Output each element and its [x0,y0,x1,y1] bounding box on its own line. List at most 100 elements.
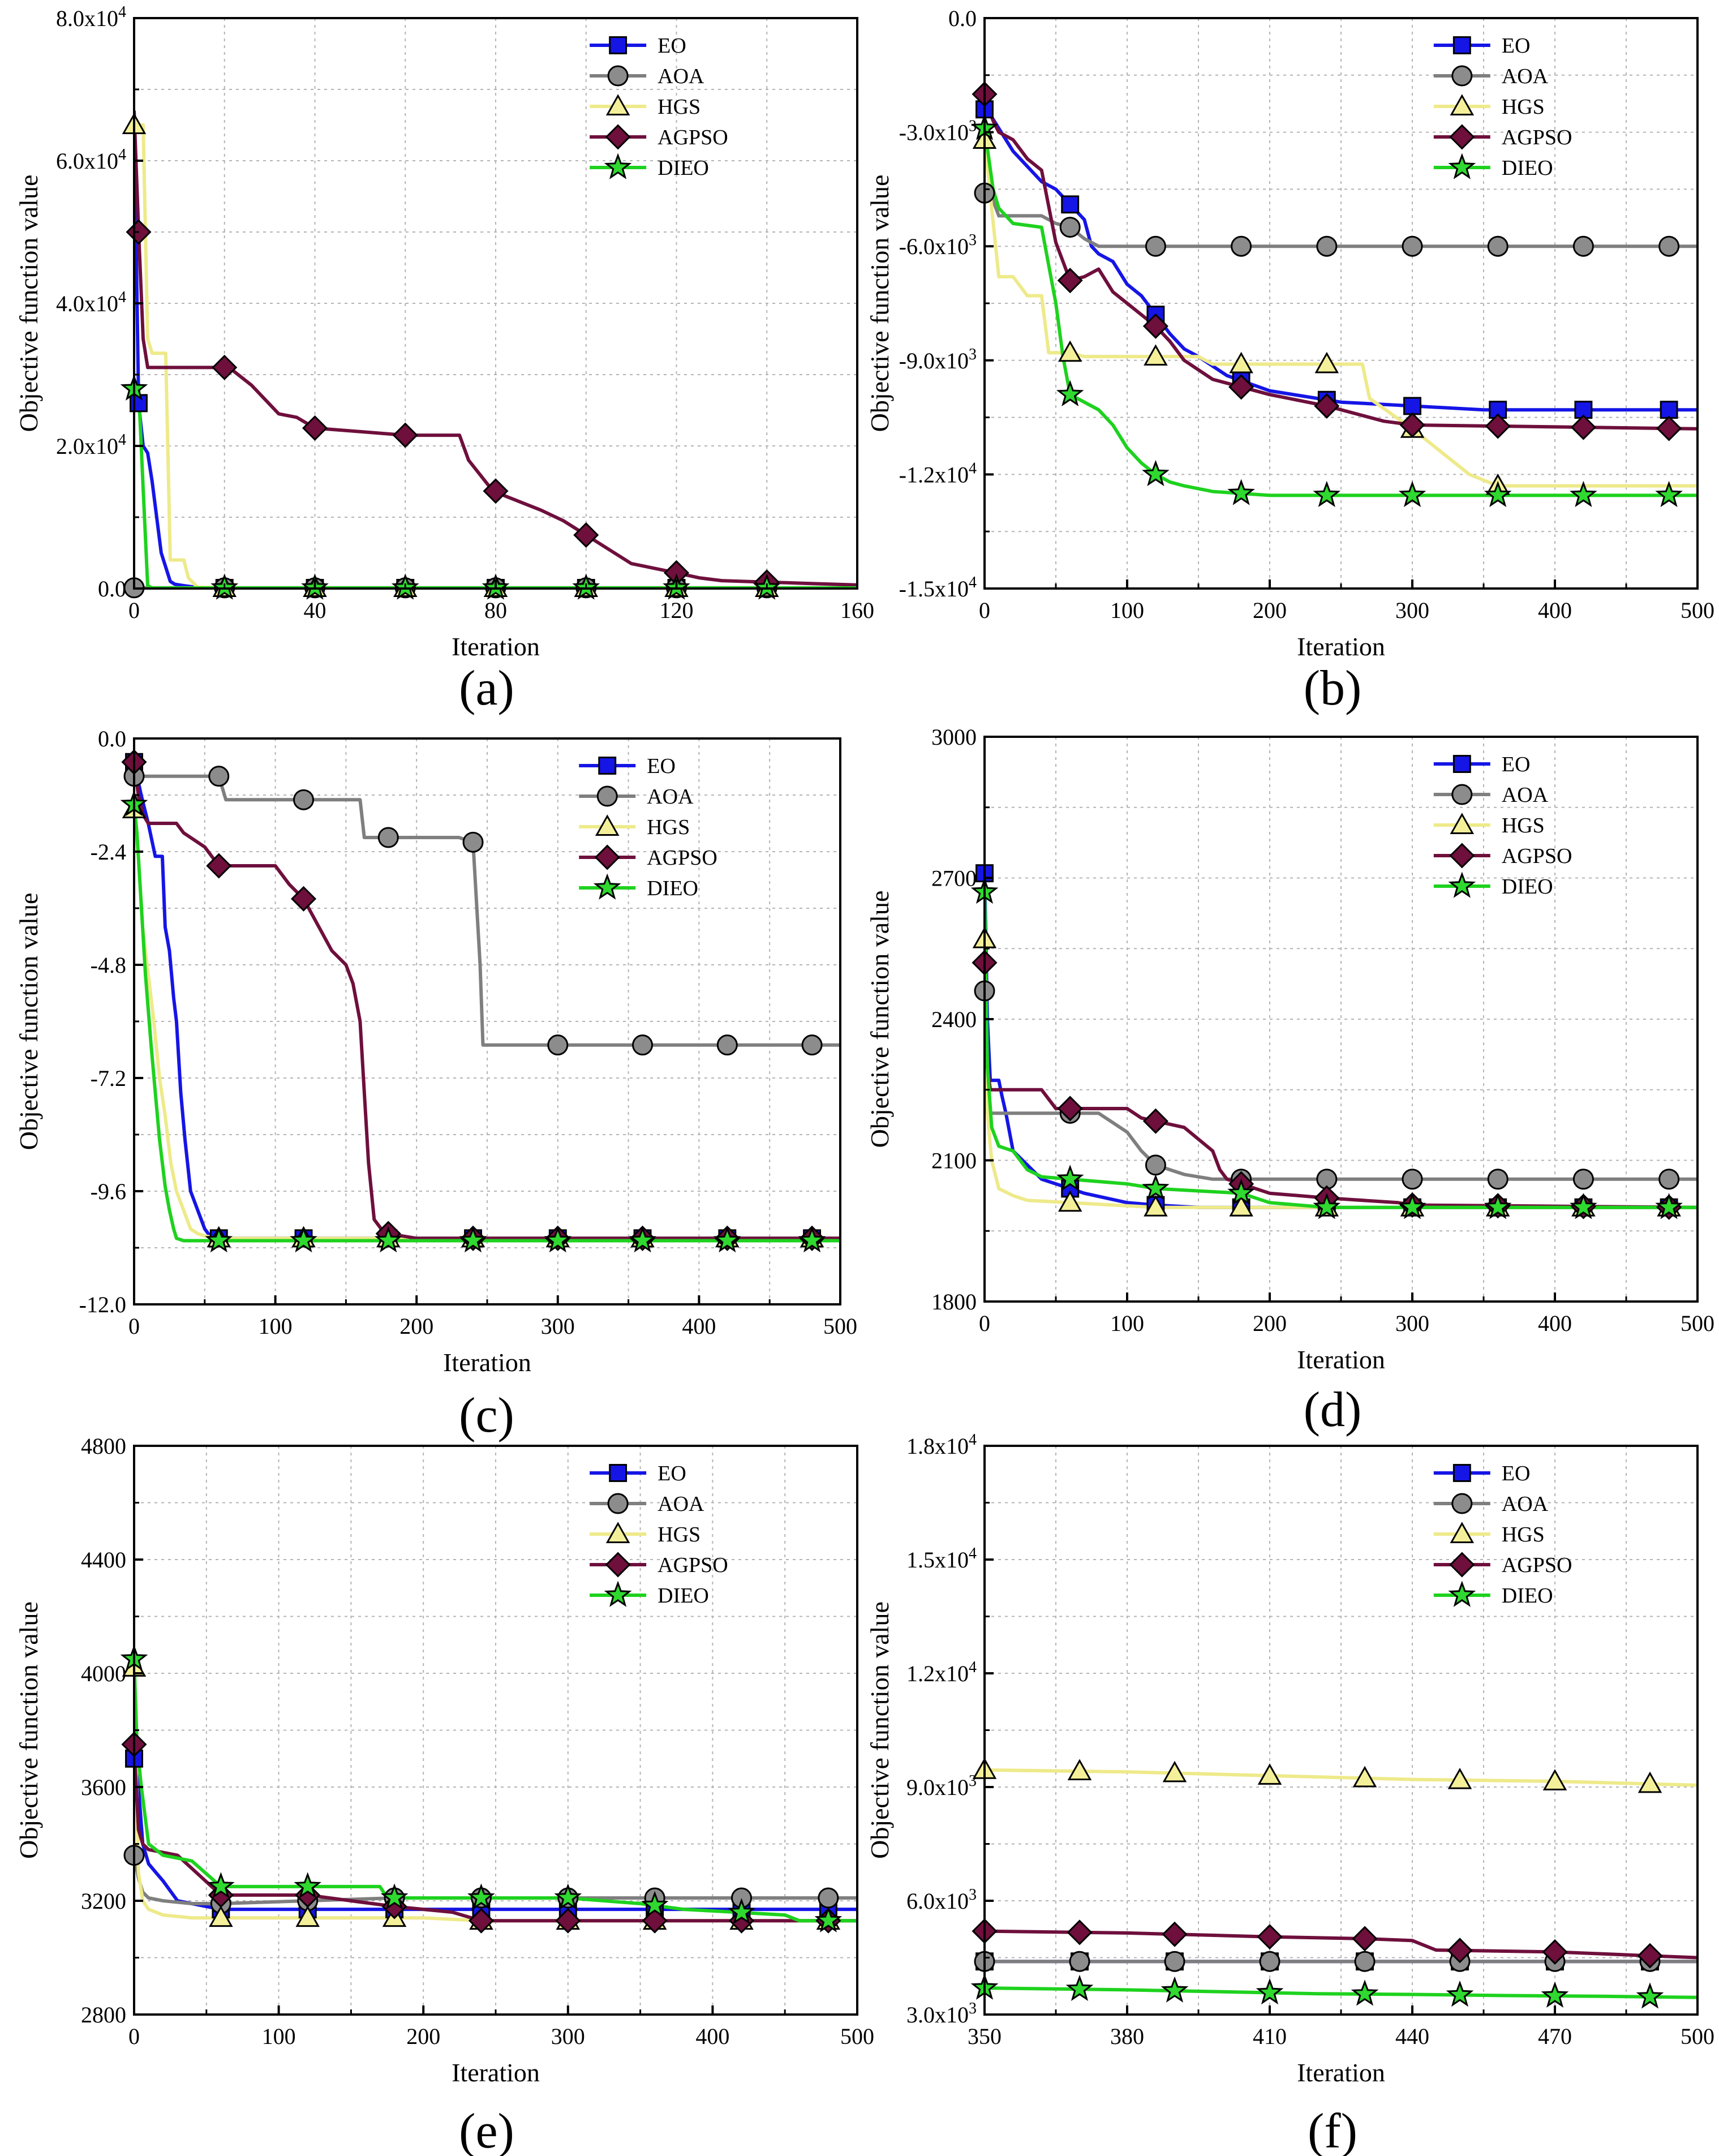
y-tick-base: 4000 [81,1661,126,1686]
marker-aoa [801,1034,823,1056]
marker-dieo [1313,1193,1341,1219]
x-tick-label: 300 [551,2024,585,2049]
legend-label-agpso: AGPSO [1502,844,1572,868]
legend-marker-hgs [1450,813,1475,834]
y-tick-base: 0.0 [98,576,126,602]
y-tick-base: 1.5x10 [906,1547,969,1573]
y-tick-label: 2800 [81,2002,126,2028]
marker-dieo [798,1226,826,1253]
marker-dieo [1484,480,1512,508]
series-lines [985,1768,1697,1999]
marker-aoa [1145,1154,1166,1176]
series-line-eo [134,762,840,1240]
y-tick-label: 4000 [81,1661,126,1686]
y-tick-exponent: 4 [969,459,977,477]
y-tick-exponent: 4 [118,431,126,449]
marker-dieo [1056,1165,1084,1191]
legend-label-dieo: DIEO [657,1584,709,1608]
y-tick-label: 3600 [81,1775,126,1800]
marker-agpso [1314,393,1340,419]
panel-b: 0 100 200 300 400 500-1.5x104-1.2x104-9.0x103… [865,6,1714,716]
legend-marker-hgs [1450,94,1475,115]
legend-marker-eo [598,757,617,775]
x-tick-label: 100 [259,1313,293,1339]
y-axis-title: Objective function value [865,1601,894,1859]
series-line-eo [985,873,1697,1209]
marker-agpso [1057,1096,1083,1122]
legend-label-eo: EO [657,34,686,58]
legend-marker-dieo [1448,871,1476,898]
marker-agpso [381,1893,407,1919]
x-tick-label: 200 [406,2024,440,2049]
marker-agpso [1485,413,1511,439]
marker-dieo [1398,1193,1426,1219]
y-tick-label: 4400 [81,1547,126,1573]
legend-marker-hgs [1450,1522,1475,1543]
grid [985,1446,1697,2015]
legend-label-agpso: AGPSO [647,846,717,870]
legend-label-agpso: AGPSO [1502,1553,1572,1577]
y-tick-label: 3.0x103 [906,2000,977,2028]
marker-dieo [713,1226,741,1253]
legend-label-agpso: AGPSO [657,126,728,149]
marker-dieo [374,1226,402,1253]
series-line-hgs [985,939,1697,1209]
y-tick-exponent: 4 [969,1431,977,1449]
marker-dieo [294,1872,322,1899]
legend-label-dieo: DIEO [647,877,698,900]
x-tick-label: 0 [979,598,990,623]
y-tick-exponent: 3 [969,1886,977,1904]
x-tick-label: 300 [1395,598,1429,623]
marker-aoa [1658,235,1680,257]
x-tick-label: 470 [1538,2024,1572,2049]
panel-label: (f) [1308,2104,1357,2156]
y-tick-label: -4.8 [91,952,126,978]
marker-aoa [293,789,315,810]
y-tick-exponent: 3 [969,2000,977,2017]
legend-label-dieo: DIEO [1502,156,1553,180]
x-tick-label: 410 [1253,2024,1287,2049]
marker-agpso [728,1908,755,1934]
marker-dieo [1142,1174,1170,1201]
x-tick-label: 0 [128,1313,140,1339]
legend-label-dieo: DIEO [1502,875,1553,899]
marker-agpso [642,1908,668,1934]
x-tick-label: 120 [660,598,694,623]
x-tick-label: 400 [1538,1311,1572,1336]
series-line-agpso [985,93,1697,431]
y-tick-base: 1800 [931,1289,977,1315]
y-tick-base: 9.0x10 [906,1775,969,1800]
marker-dieo [1351,1979,1379,2006]
legend-label-aoa: AOA [1502,65,1549,88]
x-axis: 350 380 410 440 470 500 [968,2005,1714,2049]
marker-aoa [462,831,484,853]
legend-label-agpso: AGPSO [1502,126,1572,149]
legend-label-aoa: AOA [657,1492,704,1516]
legend-marker-hgs [605,1522,630,1543]
y-tick-base: -2.4 [91,839,126,865]
x-axis-title: Iteration [443,1348,531,1377]
legend: EO AOA HGS AGPSO DIEO [1433,753,1572,899]
y-tick-label: 0.0 [98,576,126,602]
legend-marker-hgs [595,814,620,836]
y-tick-base: -9.6 [91,1179,126,1204]
y-tick-base: 2100 [931,1148,977,1174]
marker-aoa [1231,235,1252,257]
x-axis-title: Iteration [1297,632,1385,661]
marker-hgs [1229,1195,1253,1217]
legend: EO AOA HGS AGPSO DIEO [1433,1462,1572,1608]
y-tick-exponent: 3 [969,118,977,135]
y-tick-base: 6.0x10 [56,148,118,174]
x-tick-label: 200 [1253,1311,1287,1336]
marker-agpso [392,422,418,448]
y-tick-label: -12.0 [79,1292,126,1317]
legend-marker-agpso [1449,843,1475,869]
y-tick-label: 6.0x103 [906,1886,977,1914]
x-axis: 0 100 200 300 400 500 [128,2005,874,2049]
x-tick-label: 100 [1110,598,1144,623]
y-tick-exponent: 4 [969,1545,977,1562]
y-tick-label: -7.2 [91,1066,126,1091]
y-tick-label: 4.0x104 [56,289,126,316]
marker-agpso [1542,1939,1568,1965]
marker-aoa [1572,235,1594,257]
